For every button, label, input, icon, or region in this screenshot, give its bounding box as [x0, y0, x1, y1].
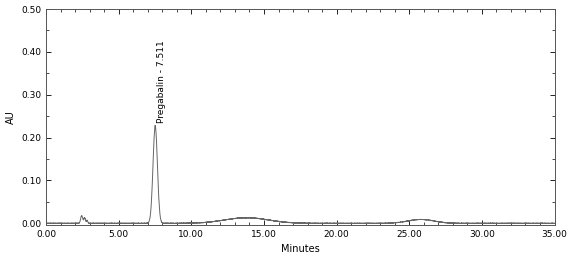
- Y-axis label: AU: AU: [6, 110, 15, 124]
- X-axis label: Minutes: Minutes: [281, 244, 320, 255]
- Text: Pregabalin - 7.511: Pregabalin - 7.511: [158, 41, 166, 124]
